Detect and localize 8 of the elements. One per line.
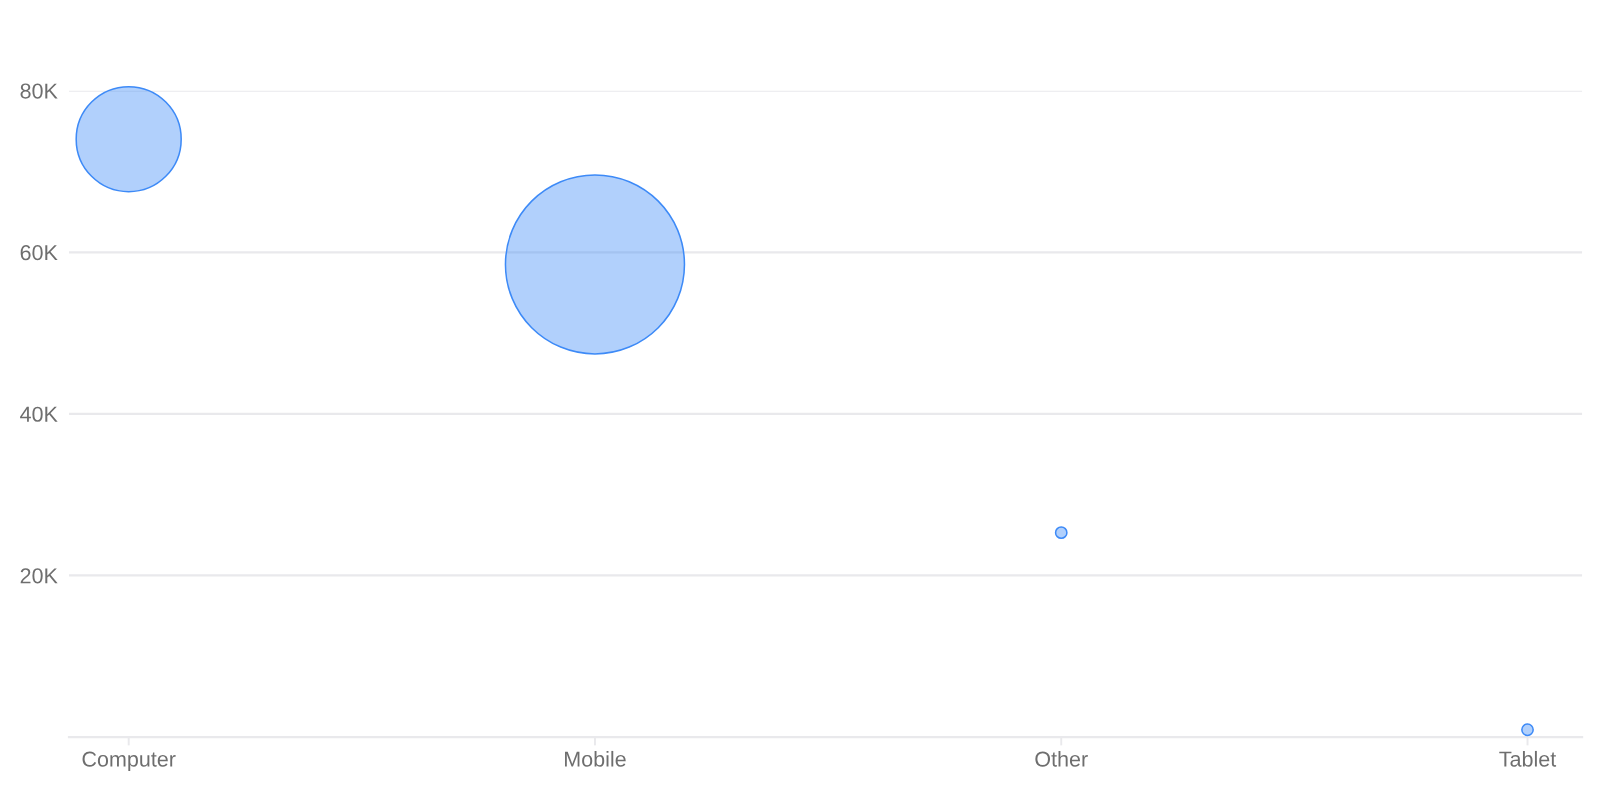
x-tick-label: Mobile: [565, 750, 626, 767]
y-tick-label: 20K: [20, 568, 58, 584]
x-tick-label: Tablet: [1499, 750, 1557, 767]
x-tick-label: Computer: [82, 751, 176, 771]
y-tick-label: 80K: [20, 83, 58, 99]
y-tick-label: 60K: [20, 245, 58, 261]
y-tick-label: 40K: [20, 406, 58, 422]
x-tick-label: Other: [1035, 750, 1088, 767]
